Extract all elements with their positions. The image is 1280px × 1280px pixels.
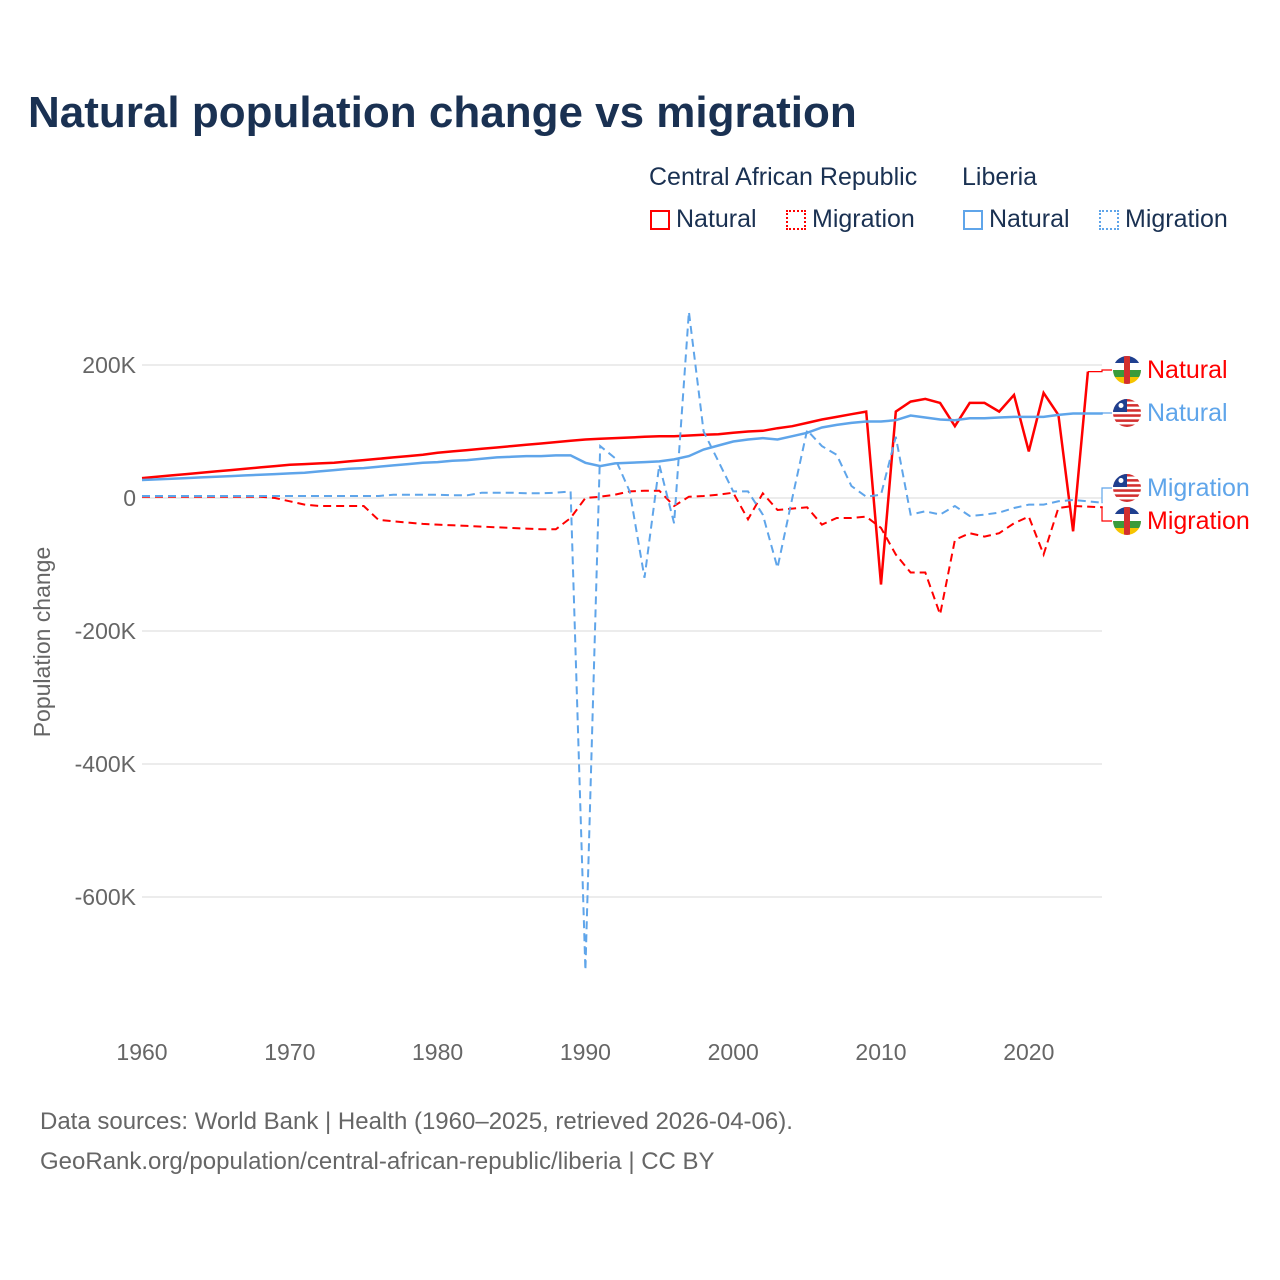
legend-car-natural[interactable]: Natural xyxy=(650,205,757,234)
flag-stripe xyxy=(1113,421,1141,425)
legend-label: Migration xyxy=(1125,205,1228,233)
y-tick-label: 0 xyxy=(123,485,136,511)
series-line-car-natural xyxy=(141,371,1090,585)
flag-stripe xyxy=(1113,496,1141,500)
legend-swatch-solid xyxy=(963,209,983,230)
x-tick-label: 2020 xyxy=(1003,1039,1054,1065)
flag-clip xyxy=(1113,474,1141,502)
x-tick-label: 2010 xyxy=(855,1039,906,1065)
x-tick-label: 1980 xyxy=(412,1039,463,1065)
flag-stripe xyxy=(1113,486,1141,490)
y-tick-label: -400K xyxy=(75,751,137,777)
legend-liberia-migration[interactable]: Migration xyxy=(1099,205,1228,234)
series-line-car-migration xyxy=(142,489,1103,619)
series-end-label: Natural xyxy=(1147,356,1228,384)
y-tick-label: -600K xyxy=(75,884,137,910)
y-tick-label: -200K xyxy=(75,618,137,644)
flag-star xyxy=(1118,478,1124,483)
y-tick-label: 200K xyxy=(82,352,136,378)
x-tick-label: 2000 xyxy=(708,1039,759,1065)
label-connector xyxy=(1101,487,1112,504)
flag-clip xyxy=(1113,507,1141,535)
x-tick-label: 1990 xyxy=(560,1039,611,1065)
legend-group-car: Central African Republic xyxy=(649,163,918,191)
flag-star xyxy=(1118,403,1124,408)
series-end-label: Migration xyxy=(1147,474,1250,502)
x-tick-label: 1970 xyxy=(264,1039,315,1065)
car-flag-icon xyxy=(1113,507,1141,535)
flag-stripe xyxy=(1113,416,1141,420)
flag-stripe xyxy=(1113,411,1141,415)
series-line-liberia-migration xyxy=(142,311,1103,971)
legend-group-liberia: Liberia xyxy=(962,163,1038,191)
footer-source: Data sources: World Bank | Health (1960–… xyxy=(40,1108,793,1135)
liberia-flag-icon xyxy=(1113,474,1141,502)
legend-swatch-solid xyxy=(650,209,670,230)
label-connector xyxy=(1101,412,1112,415)
footer-link[interactable]: GeoRank.org/population/central-african-r… xyxy=(40,1148,715,1175)
flag-clip xyxy=(1113,399,1141,427)
legend-swatch-dotted xyxy=(1099,209,1119,230)
flag-stripe xyxy=(1113,489,1141,493)
x-tick-label: 1960 xyxy=(116,1039,167,1065)
flag-band xyxy=(1124,507,1130,535)
chart-title: Natural population change vs migration xyxy=(28,88,857,137)
series-line-liberia-natural xyxy=(141,412,1103,482)
flag-clip xyxy=(1113,356,1141,384)
legend-label: Natural xyxy=(989,205,1070,233)
label-connector xyxy=(1087,369,1112,373)
liberia-flag-icon xyxy=(1113,399,1141,427)
legend-swatch-dotted xyxy=(786,209,806,230)
flag-stripe xyxy=(1113,414,1141,418)
legend-label: Natural xyxy=(676,205,757,233)
flag-band xyxy=(1124,356,1130,384)
legend-label: Migration xyxy=(812,205,915,233)
car-flag-icon xyxy=(1113,356,1141,384)
flag-stripe xyxy=(1113,419,1141,423)
legend-car-migration[interactable]: Migration xyxy=(786,205,915,234)
flag-stripe xyxy=(1113,494,1141,498)
legend-liberia-natural[interactable]: Natural xyxy=(963,205,1070,234)
label-connector xyxy=(1101,506,1112,522)
flag-stripe xyxy=(1113,499,1141,502)
series-end-label: Natural xyxy=(1147,399,1228,427)
flag-stripe xyxy=(1113,491,1141,495)
y-axis-label: Population change xyxy=(29,547,55,738)
series-end-label: Migration xyxy=(1147,507,1250,535)
flag-stripe xyxy=(1113,424,1141,427)
